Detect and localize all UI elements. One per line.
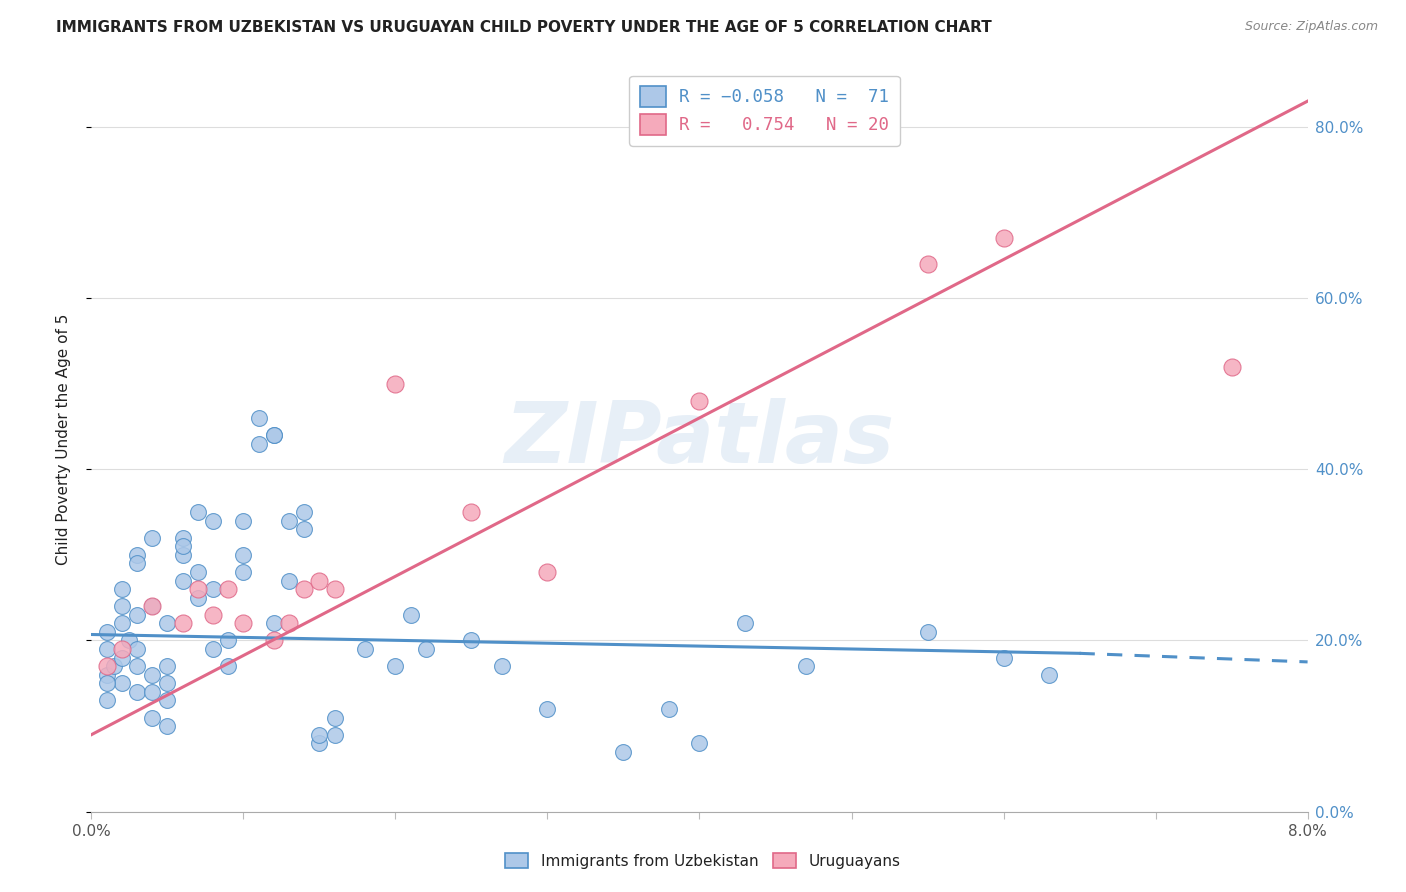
Point <box>96 676 118 690</box>
Point <box>308 728 330 742</box>
Point <box>103 659 125 673</box>
Point <box>187 505 209 519</box>
Y-axis label: Child Poverty Under the Age of 5: Child Poverty Under the Age of 5 <box>56 314 70 565</box>
Point <box>247 436 270 450</box>
Point <box>125 607 148 622</box>
Point <box>308 574 330 588</box>
Point <box>187 591 209 605</box>
Point <box>794 659 817 673</box>
Point <box>96 693 118 707</box>
Point <box>172 616 194 631</box>
Point <box>399 607 422 622</box>
Point <box>141 685 163 699</box>
Point <box>111 582 134 596</box>
Point <box>263 633 285 648</box>
Point <box>292 582 315 596</box>
Point <box>308 736 330 750</box>
Point <box>323 728 346 742</box>
Point <box>96 659 118 673</box>
Point <box>125 548 148 562</box>
Point <box>172 574 194 588</box>
Point <box>1038 667 1060 681</box>
Point <box>125 642 148 657</box>
Legend: Immigrants from Uzbekistan, Uruguayans: Immigrants from Uzbekistan, Uruguayans <box>505 853 901 869</box>
Point <box>187 565 209 579</box>
Point <box>917 257 939 271</box>
Point <box>172 531 194 545</box>
Point <box>384 659 406 673</box>
Point <box>323 710 346 724</box>
Point <box>156 659 179 673</box>
Point <box>156 719 179 733</box>
Point <box>187 582 209 596</box>
Point <box>993 650 1015 665</box>
Point <box>232 548 254 562</box>
Point <box>1220 359 1243 374</box>
Point <box>111 650 134 665</box>
Point <box>125 557 148 571</box>
Point <box>323 582 346 596</box>
Point <box>141 531 163 545</box>
Point <box>278 574 301 588</box>
Point <box>172 539 194 553</box>
Point <box>247 411 270 425</box>
Point <box>202 514 225 528</box>
Point <box>141 599 163 614</box>
Point <box>202 642 225 657</box>
Point <box>118 633 141 648</box>
Point <box>354 642 377 657</box>
Point <box>688 736 710 750</box>
Point <box>111 616 134 631</box>
Point <box>156 616 179 631</box>
Point <box>917 624 939 639</box>
Point <box>125 659 148 673</box>
Point <box>993 231 1015 245</box>
Point <box>156 693 179 707</box>
Point <box>217 582 239 596</box>
Point <box>536 565 558 579</box>
Point <box>292 522 315 536</box>
Point <box>172 548 194 562</box>
Point <box>202 607 225 622</box>
Point <box>263 428 285 442</box>
Point <box>202 582 225 596</box>
Point <box>415 642 437 657</box>
Legend: R = −0.058   N =  71, R =   0.754   N = 20: R = −0.058 N = 71, R = 0.754 N = 20 <box>628 76 900 145</box>
Point <box>734 616 756 631</box>
Point <box>263 616 285 631</box>
Point <box>96 642 118 657</box>
Point <box>111 642 134 657</box>
Point <box>460 505 482 519</box>
Point <box>96 667 118 681</box>
Point <box>141 710 163 724</box>
Point <box>217 633 239 648</box>
Point <box>125 685 148 699</box>
Point <box>111 599 134 614</box>
Point <box>263 428 285 442</box>
Text: Source: ZipAtlas.com: Source: ZipAtlas.com <box>1244 20 1378 33</box>
Point <box>278 616 301 631</box>
Point <box>612 745 634 759</box>
Point <box>217 659 239 673</box>
Point <box>232 616 254 631</box>
Point <box>232 514 254 528</box>
Point <box>232 565 254 579</box>
Point <box>278 514 301 528</box>
Text: ZIPatlas: ZIPatlas <box>505 398 894 481</box>
Point <box>658 702 681 716</box>
Point <box>141 667 163 681</box>
Point <box>111 676 134 690</box>
Point <box>156 676 179 690</box>
Point <box>96 624 118 639</box>
Point <box>688 393 710 408</box>
Point <box>292 505 315 519</box>
Point <box>460 633 482 648</box>
Point <box>536 702 558 716</box>
Point <box>384 376 406 391</box>
Point <box>491 659 513 673</box>
Text: IMMIGRANTS FROM UZBEKISTAN VS URUGUAYAN CHILD POVERTY UNDER THE AGE OF 5 CORRELA: IMMIGRANTS FROM UZBEKISTAN VS URUGUAYAN … <box>56 20 993 35</box>
Point <box>141 599 163 614</box>
